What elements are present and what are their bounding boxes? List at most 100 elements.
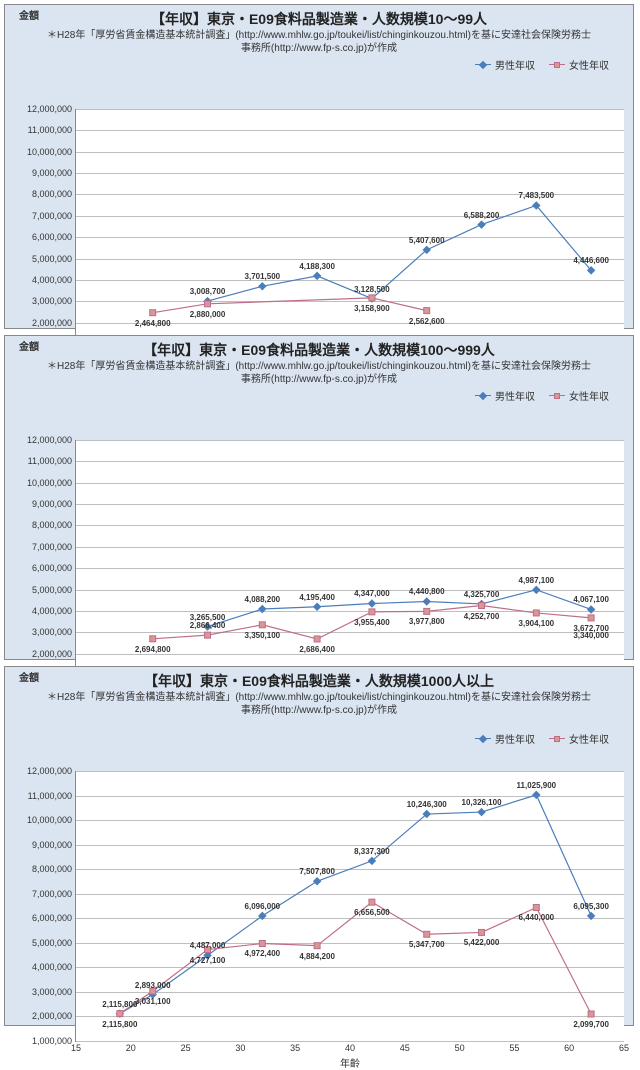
square-marker-icon (259, 622, 265, 628)
data-label: 3,031,100 (135, 997, 171, 1006)
x-tick-label: 15 (71, 1043, 81, 1053)
y-tick-label: 9,000,000 (32, 168, 72, 178)
data-label: 2,686,400 (299, 645, 335, 654)
data-label: 2,099,700 (573, 1020, 609, 1029)
square-marker-icon (314, 943, 320, 949)
data-label: 4,972,400 (245, 949, 281, 958)
data-label: 4,884,200 (299, 952, 335, 961)
data-label: 5,347,700 (409, 940, 445, 949)
square-marker-icon (588, 615, 594, 621)
y-tick-label: 5,000,000 (32, 938, 72, 948)
square-marker-icon (205, 301, 211, 307)
y-tick-label: 12,000,000 (27, 435, 72, 445)
y-tick-label: 1,000,000 (32, 1036, 72, 1046)
diamond-marker-icon (258, 282, 266, 290)
legend-label: 男性年収 (495, 388, 535, 403)
chart-panel: 金額【年収】東京・E09食料品製造業・人数規模10～99人＊H28年「厚労省賃金… (4, 4, 634, 329)
chart-title: 【年収】東京・E09食料品製造業・人数規模1000人以上 (5, 667, 633, 691)
y-tick-label: 12,000,000 (27, 104, 72, 114)
legend-item-female: 女性年収 (549, 57, 609, 72)
data-label: 6,096,000 (245, 902, 281, 911)
data-label: 6,656,500 (354, 908, 390, 917)
square-marker-icon (479, 603, 485, 609)
square-marker-icon (117, 1011, 123, 1017)
y-tick-label: 2,000,000 (32, 318, 72, 328)
square-marker-icon (424, 608, 430, 614)
y-tick-label: 5,000,000 (32, 254, 72, 264)
square-marker-icon (424, 931, 430, 937)
data-label: 4,325,700 (464, 590, 500, 599)
y-tick-label: 6,000,000 (32, 232, 72, 242)
y-tick-label: 8,000,000 (32, 189, 72, 199)
y-tick-label: 10,000,000 (27, 147, 72, 157)
square-marker-icon (369, 295, 375, 301)
data-label: 7,483,500 (519, 191, 555, 200)
square-marker-icon (314, 636, 320, 642)
plot-svg (76, 440, 624, 675)
square-marker-icon (205, 632, 211, 638)
data-label: 4,195,400 (299, 593, 335, 602)
y-axis-label: 金額 (19, 338, 39, 353)
chart-title: 【年収】東京・E09食料品製造業・人数規模100～999人 (5, 336, 633, 360)
legend-item-female: 女性年収 (549, 388, 609, 403)
data-label: 4,446,600 (573, 256, 609, 265)
square-marker-icon (150, 636, 156, 642)
data-label: 2,866,400 (190, 621, 226, 630)
chart-subtitle: ＊H28年「厚労省賃金構造基本統計調査」(http://www.mhlw.go.… (5, 29, 633, 55)
legend: 男性年収 女性年収 (475, 57, 609, 72)
y-tick-label: 8,000,000 (32, 520, 72, 530)
x-tick-label: 55 (509, 1043, 519, 1053)
data-label: 11,025,900 (517, 781, 557, 790)
data-label: 3,701,500 (245, 272, 281, 281)
data-label: 4,440,800 (409, 587, 445, 596)
legend-label: 男性年収 (495, 57, 535, 72)
y-tick-label: 8,000,000 (32, 864, 72, 874)
y-tick-label: 4,000,000 (32, 275, 72, 285)
diamond-marker-icon (313, 877, 321, 885)
diamond-marker-icon (532, 586, 540, 594)
square-icon (549, 395, 565, 396)
diamond-marker-icon (587, 605, 595, 613)
diamond-marker-icon (477, 808, 485, 816)
data-label: 10,326,100 (461, 798, 501, 807)
legend-label: 女性年収 (569, 731, 609, 746)
diamond-marker-icon (258, 605, 266, 613)
data-label: 4,347,000 (354, 589, 390, 598)
square-icon (549, 738, 565, 739)
diamond-marker-icon (477, 220, 485, 228)
legend-item-female: 女性年収 (549, 731, 609, 746)
y-tick-label: 3,000,000 (32, 627, 72, 637)
data-label: 10,246,300 (407, 800, 447, 809)
data-label: 6,095,300 (573, 902, 609, 911)
x-tick-label: 40 (345, 1043, 355, 1053)
y-tick-label: 7,000,000 (32, 889, 72, 899)
chart-panel: 金額【年収】東京・E09食料品製造業・人数規模100～999人＊H28年「厚労省… (4, 335, 634, 660)
data-label: 3,955,400 (354, 618, 390, 627)
gridline (76, 1041, 624, 1042)
y-tick-label: 9,000,000 (32, 840, 72, 850)
chart-panel: 金額【年収】東京・E09食料品製造業・人数規模1000人以上＊H28年「厚労省賃… (4, 666, 634, 1026)
data-label: 6,588,200 (464, 211, 500, 220)
legend-label: 女性年収 (569, 57, 609, 72)
diamond-marker-icon (422, 597, 430, 605)
x-tick-label: 50 (455, 1043, 465, 1053)
chart-subtitle: ＊H28年「厚労省賃金構造基本統計調査」(http://www.mhlw.go.… (5, 691, 633, 717)
square-marker-icon (533, 904, 539, 910)
plot-area: 1,000,0002,000,0003,000,0004,000,0005,00… (75, 440, 624, 676)
y-tick-label: 4,000,000 (32, 606, 72, 616)
square-marker-icon (533, 610, 539, 616)
diamond-marker-icon (313, 272, 321, 280)
legend-item-male: 男性年収 (475, 57, 535, 72)
diamond-icon (475, 395, 491, 396)
y-tick-label: 7,000,000 (32, 211, 72, 221)
data-label: 3,128,500 (354, 285, 390, 294)
diamond-marker-icon (532, 791, 540, 799)
square-marker-icon (150, 310, 156, 316)
plot-svg (76, 109, 624, 344)
x-tick-label: 30 (235, 1043, 245, 1053)
x-tick-label: 60 (564, 1043, 574, 1053)
data-label: 4,487,000 (190, 941, 226, 950)
y-tick-label: 2,000,000 (32, 649, 72, 659)
data-label: 6,440,000 (519, 913, 555, 922)
y-tick-label: 12,000,000 (27, 766, 72, 776)
